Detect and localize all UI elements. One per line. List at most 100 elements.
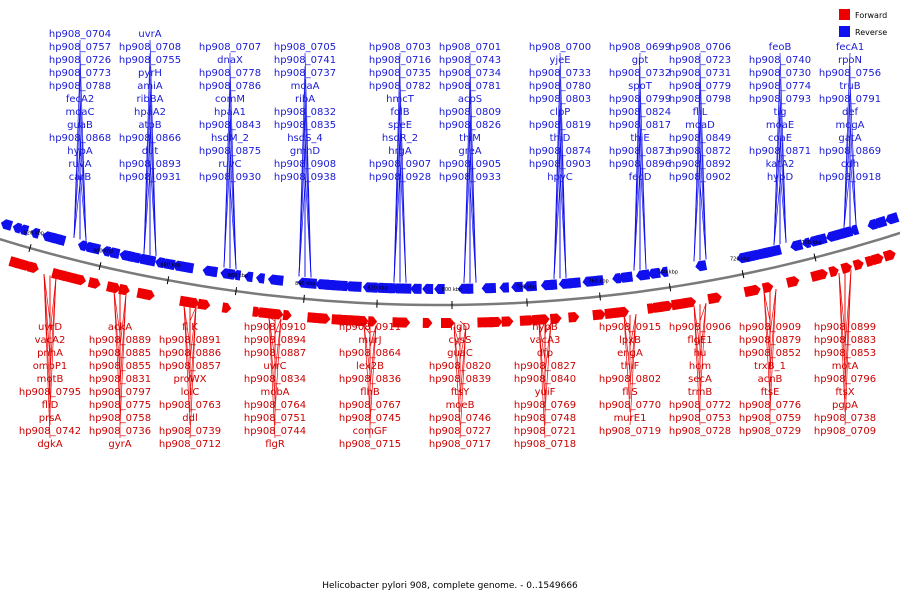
forward-gene-label: hp908_0820 [429, 361, 491, 372]
forward-gene-label: hp908_0717 [429, 439, 491, 450]
forward-gene-label: trmB [688, 387, 713, 398]
forward-feature-arrow [142, 289, 155, 301]
forward-gene-label: hp908_0746 [429, 413, 491, 424]
reverse-feature-arrow [30, 227, 41, 239]
forward-feature-arrow [118, 283, 130, 296]
forward-gene-label: thiF [621, 361, 640, 372]
reverse-gene-label: hpyC [547, 172, 573, 183]
leader-line [369, 325, 377, 387]
reverse-gene-label: ruvA [68, 159, 91, 170]
forward-gene-label: flgD [450, 322, 471, 333]
reverse-gene-label: hp908_0703 [369, 42, 431, 53]
reverse-gene-label: fliL [693, 107, 708, 118]
leader-line [369, 325, 377, 348]
forward-gene-label: hp908_0727 [429, 426, 491, 437]
leader-line [779, 52, 787, 243]
forward-gene-label: ftsX [835, 387, 854, 398]
leader-line [838, 273, 846, 413]
leader-line [274, 318, 282, 335]
reverse-gene-label: hpaA2 [134, 107, 166, 118]
forward-gene-label: mobA [260, 387, 289, 398]
reverse-feature-arrow [481, 283, 492, 294]
forward-feature-arrow [707, 292, 722, 305]
leader-line [119, 293, 127, 348]
forward-gene-label: ompP1 [33, 361, 68, 372]
forward-gene-label: dgkA [37, 439, 62, 450]
forward-gene-label: comGF [353, 426, 388, 437]
reverse-feature-arrow [790, 239, 804, 252]
leader-line [49, 277, 57, 335]
forward-feature-arrow [270, 308, 284, 320]
leader-line [469, 65, 477, 283]
reverse-gene-label: hp908_0774 [749, 81, 811, 92]
forward-gene-label: proWX [173, 374, 206, 385]
reverse-gene-label: hp908_0798 [669, 94, 731, 105]
forward-gene-label: lolC [181, 387, 200, 398]
leader-line [459, 326, 467, 361]
leader-line [633, 52, 641, 271]
forward-gene-label: acnB [758, 374, 783, 385]
forward-gene-label: ddl [182, 413, 197, 424]
leader-line [274, 318, 282, 413]
forward-gene-label: yuiF [535, 387, 556, 398]
reverse-gene-label: thiM [459, 133, 481, 144]
reverse-feature-arrow [422, 283, 434, 294]
forward-gene-label: hp908_0763 [159, 400, 221, 411]
forward-gene-label: ackA [108, 322, 132, 333]
leader-line [143, 52, 151, 254]
forward-feature-arrow [786, 276, 800, 288]
forward-feature-arrow [882, 249, 896, 262]
reverse-feature-arrow [107, 247, 121, 259]
reverse-gene-label: hp908_0699 [609, 42, 671, 53]
reverse-gene-label: feoB [769, 42, 792, 53]
forward-gene-label: hp908_0887 [244, 348, 306, 359]
reverse-feature-arrow [624, 271, 634, 282]
reverse-feature-arrow [89, 243, 101, 255]
reverse-feature-arrow [368, 282, 378, 293]
leader-line [393, 52, 401, 283]
leader-line [369, 325, 377, 426]
reverse-feature-arrow [487, 283, 497, 294]
reverse-gene-label: hp908_0835 [274, 120, 336, 131]
leader-line [544, 322, 552, 413]
reverse-gene-label: hp908_0786 [199, 81, 261, 92]
reverse-feature-arrow [523, 280, 537, 292]
tick-label: 700 kbp [801, 240, 821, 246]
leader-line [73, 65, 81, 238]
reverse-feature-arrow [339, 280, 348, 292]
forward-gene-label: ftsY [451, 387, 470, 398]
leader-line [544, 322, 552, 374]
tick-label: 740 kbp [658, 269, 678, 275]
reverse-gene-label: hp908_0780 [529, 81, 591, 92]
leader-line [559, 52, 567, 278]
tick-label: 820 kbp [367, 286, 387, 292]
reverse-gene-label: speE [388, 120, 412, 131]
reverse-feature-arrow [167, 259, 176, 271]
leader-line [43, 273, 51, 322]
reverse-gene-label: hp908_0779 [669, 81, 731, 92]
reverse-gene-label: fecA1 [836, 42, 864, 53]
forward-feature-arrow [319, 313, 331, 324]
reverse-gene-label: hp908_0733 [529, 68, 591, 79]
reverse-feature-arrow [351, 281, 362, 292]
leader-line [223, 78, 231, 268]
forward-gene-label: fliS [622, 387, 637, 398]
reverse-gene-label: hsdM_2 [211, 133, 249, 144]
reverse-feature-arrow [463, 283, 474, 294]
forward-gene-label: hp908_0855 [89, 361, 151, 372]
leader-line [538, 320, 546, 325]
forward-feature-arrow [549, 313, 562, 324]
forward-gene-label: lex2B [356, 361, 384, 372]
reverse-feature-arrow [511, 281, 524, 293]
forward-gene-label: flgE1 [687, 335, 712, 346]
leader-line [763, 291, 771, 361]
leader-line [699, 303, 707, 400]
tick-label: 780 kbp [516, 285, 536, 291]
forward-gene-label: hp908_0802 [599, 374, 661, 385]
reverse-gene-label: hp908_0716 [369, 55, 431, 66]
reverse-gene-label: hrgA [388, 146, 412, 157]
reverse-gene-label: moaA [291, 81, 320, 92]
reverse-gene-label: hp908_0869 [819, 146, 881, 157]
leader-line [268, 316, 276, 322]
leader-line [43, 273, 51, 439]
